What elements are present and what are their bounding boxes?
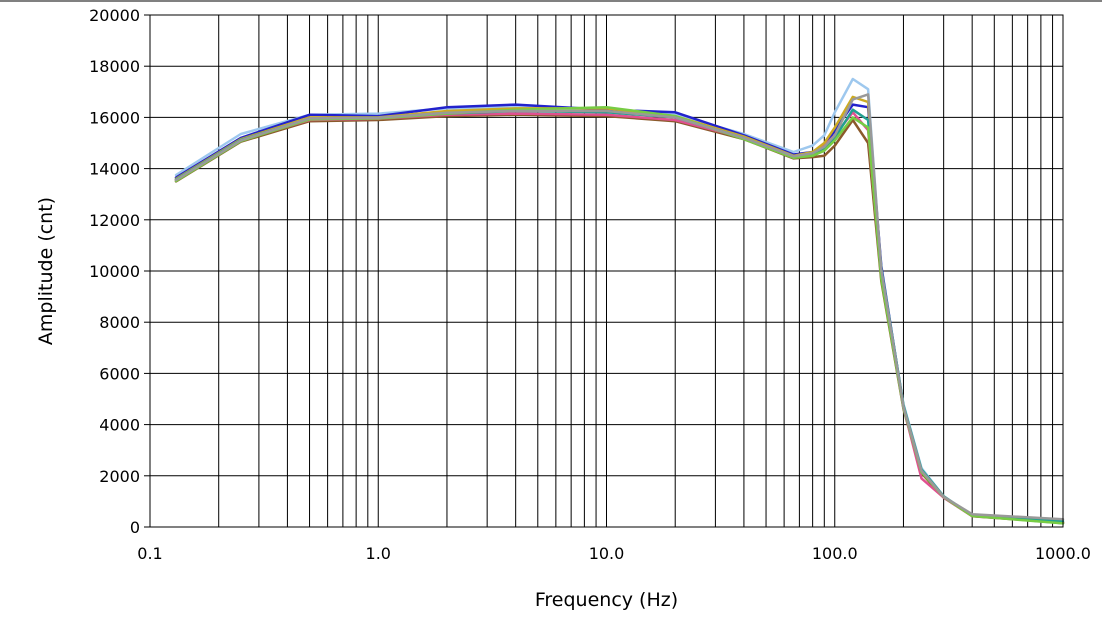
y-tick-label: 2000	[99, 467, 140, 486]
y-tick-label: 14000	[89, 160, 140, 179]
y-tick-label: 20000	[89, 6, 140, 25]
y-tick-label: 10000	[89, 262, 140, 281]
x-tick-label: 100.0	[812, 544, 858, 563]
y-tick-label: 0	[130, 518, 140, 537]
plot-frame	[149, 14, 1064, 528]
y-tick-label: 6000	[99, 364, 140, 383]
series-line-8	[174, 93, 1065, 521]
y-tick-labels: 0 2000 4000 6000 8000 10000 12000 14000 16000 180…	[89, 6, 140, 537]
x-tick-label: 1.0	[366, 544, 391, 563]
y-axis-title: Amplitude (cnt)	[35, 197, 57, 345]
series-layer	[174, 77, 1065, 525]
x-tick-labels: 0.1 1.0 10.0 100.0 1000.0	[137, 544, 1091, 563]
y-tick-label: 16000	[89, 108, 140, 127]
x-tick-label: 1000.0	[1035, 544, 1091, 563]
y-tick-label: 18000	[89, 57, 140, 76]
y-tick-label: 12000	[89, 211, 140, 230]
x-tick-label: 10.0	[589, 544, 625, 563]
x-axis-title: Frequency (Hz)	[535, 589, 678, 611]
grid-layer	[144, 14, 1063, 528]
y-tick-label: 4000	[99, 416, 140, 435]
x-tick-label: 0.1	[137, 544, 162, 563]
y-tick-label: 8000	[99, 313, 140, 332]
